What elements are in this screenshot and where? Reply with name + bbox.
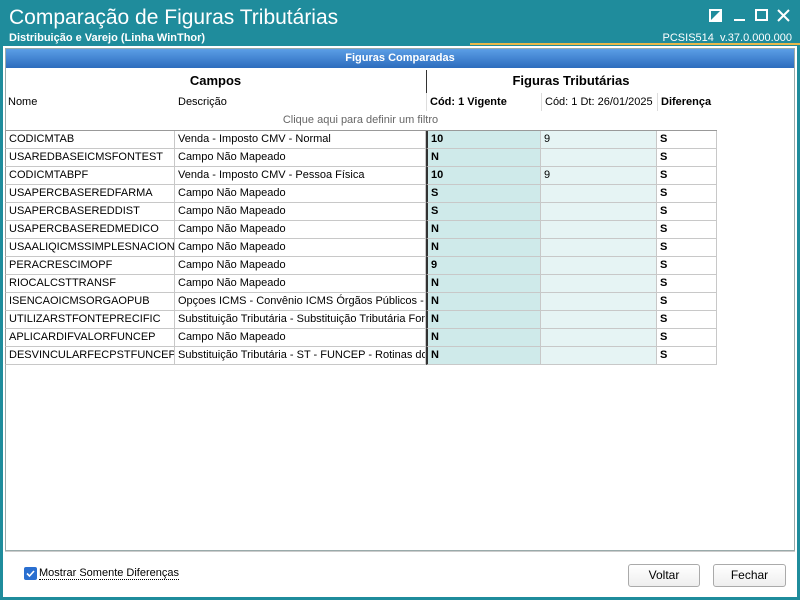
table-cell: 10 bbox=[426, 167, 541, 185]
program: PCSIS514 bbox=[662, 32, 714, 44]
accent-line bbox=[470, 43, 800, 45]
table-cell: Campo Não Mapeado bbox=[175, 203, 426, 221]
panel-title: Figuras Comparadas bbox=[6, 49, 794, 68]
table-cell bbox=[541, 347, 657, 365]
table-cell: Venda - Imposto CMV - Normal bbox=[175, 131, 426, 149]
checkbox-label[interactable]: Mostrar Somente Diferenças bbox=[39, 567, 179, 580]
table-cell: N bbox=[426, 239, 541, 257]
table-cell: N bbox=[426, 221, 541, 239]
table-cell: N bbox=[426, 293, 541, 311]
table-cell: S bbox=[657, 185, 717, 203]
table-cell: S bbox=[657, 167, 717, 185]
table-cell: 9 bbox=[426, 257, 541, 275]
version: PCSIS514 v.37.0.000.000 bbox=[663, 32, 792, 44]
table-cell bbox=[541, 221, 657, 239]
table-cell: DESVINCULARFECPSTFUNCEPICMS bbox=[5, 347, 175, 365]
table-cell bbox=[541, 311, 657, 329]
table-cell: Campo Não Mapeado bbox=[175, 329, 426, 347]
table-cell: USAPERCBASEREDMEDICO bbox=[5, 221, 175, 239]
maximize-button[interactable] bbox=[755, 9, 768, 21]
column-header: Nome bbox=[8, 96, 38, 108]
table-cell: Opçoes ICMS - Convênio ICMS Órgãos Públi… bbox=[175, 293, 426, 311]
separator bbox=[5, 551, 795, 552]
table-cell: RIOCALCSTTRANSF bbox=[5, 275, 175, 293]
group-header: Campos bbox=[189, 73, 242, 88]
table-cell: Campo Não Mapeado bbox=[175, 185, 426, 203]
table-cell: S bbox=[657, 203, 717, 221]
table-cell bbox=[541, 275, 657, 293]
table-cell: USAPERCBASEREDDIST bbox=[5, 203, 175, 221]
table-cell bbox=[541, 149, 657, 167]
window-title: Comparação de Figuras Tributárias bbox=[9, 6, 339, 29]
table-cell: ISENCAOICMSORGAOPUB bbox=[5, 293, 175, 311]
minimize-button[interactable] bbox=[734, 19, 745, 21]
table-cell: S bbox=[657, 239, 717, 257]
group-header: Figuras Tributárias bbox=[512, 73, 630, 88]
back-button[interactable]: Voltar bbox=[628, 564, 700, 587]
table-cell: S bbox=[657, 311, 717, 329]
table-cell bbox=[541, 293, 657, 311]
column-header: Cód: 1 Dt: 26/01/2025 bbox=[541, 93, 657, 111]
version-number: v.37.0.000.000 bbox=[720, 32, 792, 44]
table-border bbox=[5, 130, 717, 131]
column-header: Cód: 1 Vigente bbox=[426, 93, 541, 111]
table-cell bbox=[541, 185, 657, 203]
table-cell: CODICMTABPF bbox=[5, 167, 175, 185]
table-cell: S bbox=[657, 257, 717, 275]
window-controls bbox=[709, 9, 790, 22]
table-cell: N bbox=[426, 329, 541, 347]
window-subtitle: Distribuição e Varejo (Linha WinThor) bbox=[9, 32, 206, 44]
table-cell: CODICMTAB bbox=[5, 131, 175, 149]
table-cell: S bbox=[426, 203, 541, 221]
table-cell: USAREDBASEICMSFONTEST bbox=[5, 149, 175, 167]
table-cell: Venda - Imposto CMV - Pessoa Física bbox=[175, 167, 426, 185]
table-cell: S bbox=[657, 275, 717, 293]
table-cell: Campo Não Mapeado bbox=[175, 239, 426, 257]
divider bbox=[426, 70, 427, 110]
table-cell: S bbox=[657, 221, 717, 239]
table-cell bbox=[541, 239, 657, 257]
table-cell: S bbox=[657, 329, 717, 347]
table-cell: PERACRESCIMOPF bbox=[5, 257, 175, 275]
column-header: Descrição bbox=[178, 96, 227, 108]
table-cell: N bbox=[426, 347, 541, 365]
table-cell: S bbox=[657, 131, 717, 149]
table-cell: S bbox=[657, 293, 717, 311]
table-cell: Campo Não Mapeado bbox=[175, 221, 426, 239]
table-cell: 10 bbox=[426, 131, 541, 149]
table-cell: N bbox=[426, 275, 541, 293]
table-cell: N bbox=[426, 149, 541, 167]
check-mark bbox=[26, 570, 35, 578]
table-cell: UTILIZARSTFONTEPRECIFIC bbox=[5, 311, 175, 329]
theme-button[interactable] bbox=[709, 9, 722, 22]
table-cell bbox=[541, 329, 657, 347]
table-cell: S bbox=[657, 149, 717, 167]
table-cell bbox=[541, 257, 657, 275]
table-cell: Campo Não Mapeado bbox=[175, 149, 426, 167]
column-header: Diferença bbox=[657, 93, 716, 111]
table-cell: N bbox=[426, 311, 541, 329]
table-cell: USAALIQICMSSIMPLESNACIONAL bbox=[5, 239, 175, 257]
table-cell: 9 bbox=[541, 167, 657, 185]
table-cell bbox=[541, 203, 657, 221]
table-cell: USAPERCBASEREDFARMA bbox=[5, 185, 175, 203]
table-cell: Substituição Tributária - Substituição T… bbox=[175, 311, 426, 329]
checkbox[interactable] bbox=[24, 567, 37, 580]
table-cell: APLICARDIFVALORFUNCEP bbox=[5, 329, 175, 347]
close-dialog-button[interactable]: Fechar bbox=[713, 564, 786, 587]
table-cell: S bbox=[426, 185, 541, 203]
close-button[interactable] bbox=[777, 9, 790, 22]
table-cell: 9 bbox=[541, 131, 657, 149]
table-cell: Campo Não Mapeado bbox=[175, 257, 426, 275]
table-cell: Campo Não Mapeado bbox=[175, 275, 426, 293]
table-cell: Substituição Tributária - ST - FUNCEP - … bbox=[175, 347, 426, 365]
filter-row: Clique aqui para definir um filtro bbox=[282, 114, 439, 126]
table-cell: S bbox=[657, 347, 717, 365]
